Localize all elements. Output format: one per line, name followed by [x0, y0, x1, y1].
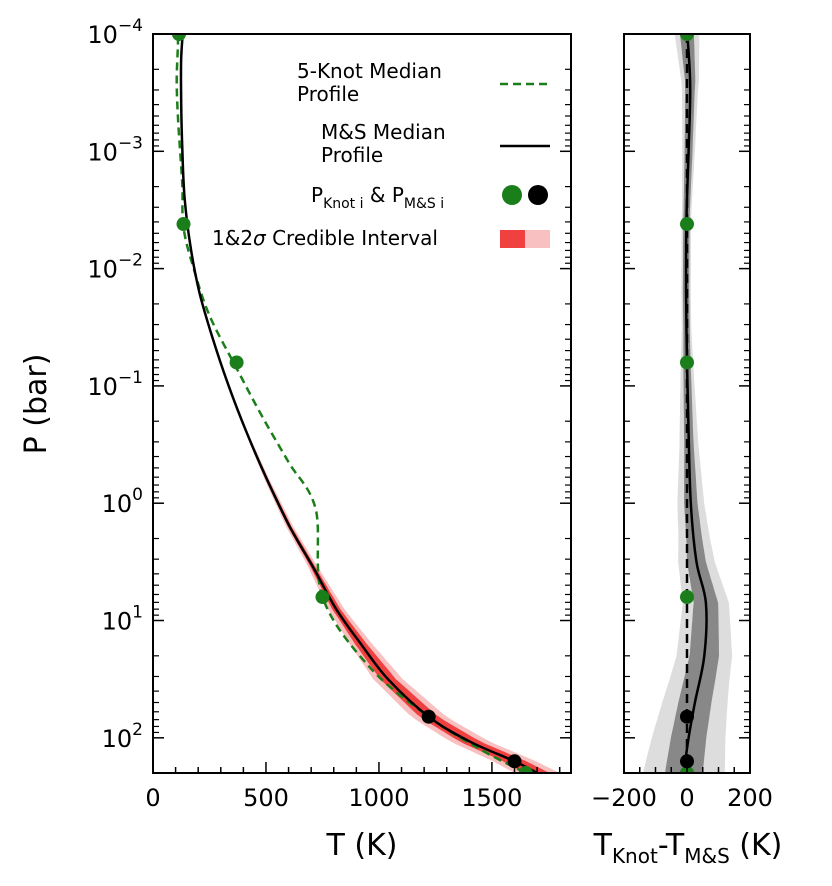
knot-point-black-1	[507, 754, 522, 769]
right-x-tick-label: −200	[591, 784, 657, 812]
right-x-tick-label: 0	[679, 784, 694, 812]
diff-knot-black-1	[680, 754, 694, 769]
knot-point-green-0	[171, 34, 186, 41]
right-panel: −200 0 200 TKnot-TM&S (K)	[591, 33, 783, 868]
knot-point-green-2	[229, 355, 244, 370]
legend-entry-ms-line1: M&S Median	[321, 120, 446, 144]
legend-interval-prefix: 1&2	[212, 226, 253, 250]
diff-knot-green-2	[680, 355, 694, 370]
legend: 5-Knot Median Profile M&S Median Profile…	[212, 59, 550, 250]
diff-knot-green-0	[680, 34, 694, 41]
right-plot-content	[642, 34, 733, 773]
right-xlabel-sub2: M&S	[684, 844, 730, 868]
right-xlabel-t1: T	[593, 828, 613, 863]
right-xlabel-unit: (K)	[730, 828, 783, 863]
legend-points-sub2: M&S i	[404, 196, 444, 212]
knot-point-green-4	[518, 766, 533, 773]
x-tick-label: 1000	[348, 784, 409, 812]
legend-swatch-sigma2	[525, 230, 550, 248]
knot-point-green-3	[315, 590, 330, 605]
legend-points-p1: P	[311, 183, 323, 207]
x-tick-label: 1500	[461, 784, 522, 812]
x-axis-label: T (K)	[326, 828, 398, 863]
knot-point-green-1	[176, 217, 191, 232]
knot-point-black-0	[421, 709, 436, 724]
y-axis-label: P (bar)	[19, 354, 54, 455]
legend-interval-sigma: σ	[253, 226, 267, 250]
x-tick-label: 500	[243, 784, 289, 812]
y-tick-label: 10−3	[87, 133, 143, 166]
right-axes-frame	[623, 33, 751, 774]
diff-sigma1-band	[665, 34, 719, 773]
legend-interval-suffix: Credible Interval	[266, 226, 438, 250]
right-x-tick-label: 200	[727, 784, 773, 812]
diff-knot-green-3	[680, 590, 694, 605]
diff-knot-green-1	[680, 217, 694, 232]
diff-median-line	[682, 34, 708, 773]
right-xlabel-dash: -T	[658, 828, 685, 863]
left-plot-content	[171, 34, 560, 773]
legend-swatch-green-dot	[502, 185, 522, 205]
y-tick-label: 100	[102, 485, 143, 518]
legend-entry-ms-line2: Profile	[321, 143, 383, 167]
y-tick-label: 10−1	[87, 368, 143, 401]
legend-points-mid: & P	[364, 183, 404, 207]
y-tick-label: 10−4	[87, 16, 143, 49]
left-panel: 0 500 1000 1500 10−4 10−3 10−2 10−1 100 101 102 T …	[19, 16, 572, 863]
legend-points-sub1: Knot i	[323, 196, 363, 212]
left-clip-group	[171, 34, 560, 773]
right-xlabel-sub1: Knot	[612, 844, 658, 868]
diff-knot-black-0	[680, 709, 694, 724]
legend-swatch-black-dot	[528, 185, 548, 205]
x-tick-label: 0	[145, 784, 160, 812]
legend-entry-knot-line1: 5-Knot Median	[297, 59, 442, 83]
legend-swatch-sigma1	[500, 230, 525, 248]
right-clip-group	[642, 34, 733, 773]
legend-entry-points: PKnot i & PM&S i	[311, 183, 444, 212]
y-tick-label: 101	[102, 603, 143, 636]
legend-entry-knot-line2: Profile	[297, 82, 359, 106]
y-tick-label: 102	[102, 720, 143, 753]
legend-entry-interval: 1&2σ Credible Interval	[212, 226, 438, 250]
left-axes-frame	[152, 33, 572, 774]
y-tick-label: 10−2	[87, 251, 143, 284]
right-x-axis-label: TKnot-TM&S (K)	[593, 828, 783, 868]
